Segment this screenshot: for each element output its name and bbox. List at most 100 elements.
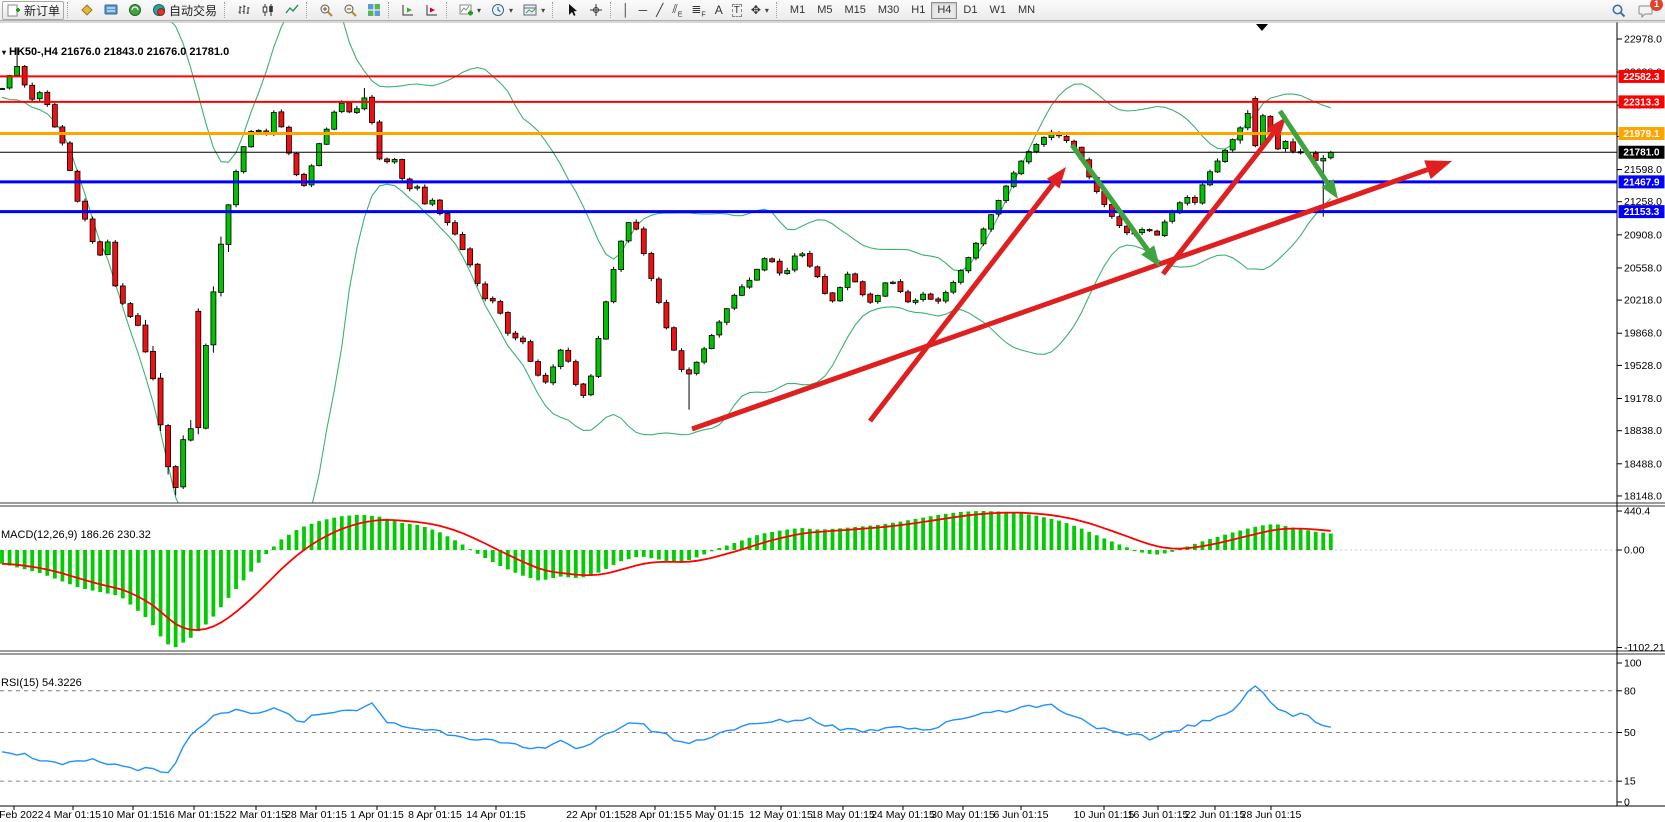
svg-text:14 Apr 01:15: 14 Apr 01:15 [466, 809, 526, 821]
svg-text:21153.3: 21153.3 [1624, 207, 1660, 218]
toolbar-separator [224, 2, 228, 18]
crosshair-icon [588, 3, 603, 18]
auto-scroll-button[interactable] [396, 1, 419, 20]
templates-icon [522, 3, 537, 18]
data-window-button[interactable] [99, 1, 122, 20]
svg-text:440.4: 440.4 [1624, 506, 1650, 518]
svg-text:18148.0: 18148.0 [1624, 490, 1662, 502]
timeframe-group: M1 M5 M15 M30 H1 H4 D1 W1 MN [784, 1, 1041, 19]
svg-text:-1102.21: -1102.21 [1624, 642, 1665, 654]
svg-text:22313.3: 22313.3 [1623, 97, 1660, 108]
notification-count-badge: 1 [1650, 0, 1663, 11]
vertical-line-button[interactable]: │ [618, 1, 634, 20]
chart-window: 22978.022628.022278.021948.021598.021258… [0, 21, 1665, 822]
indicators-button[interactable]: ▾ [454, 1, 485, 20]
navigator-button[interactable] [123, 1, 146, 20]
decline-1-arrow-head [1141, 245, 1160, 267]
symbol-title: ▾ HK50-,H4 21676.0 21843.0 21676.0 21781.… [2, 46, 229, 58]
candlestick-chart-button[interactable] [256, 1, 279, 20]
cursor-icon [564, 3, 579, 18]
uptrend-channel-arrow[interactable] [691, 167, 1429, 432]
toolbar-separator [306, 2, 310, 18]
indicator-axes: 440.4 0.00 -1102.21 100 80 50 15 0 [1617, 506, 1665, 809]
svg-text:28 Mar 01:15: 28 Mar 01:15 [285, 809, 347, 821]
tile-windows-button[interactable] [362, 1, 385, 20]
notifications-button[interactable]: 1 [1634, 0, 1663, 20]
toolbar-separator [446, 2, 450, 18]
uptrend-channel-arrow-head [1424, 160, 1452, 179]
timeframe-D1[interactable]: D1 [963, 4, 978, 16]
autotrading-button[interactable]: 自动交易 [147, 1, 221, 20]
svg-text:28 Feb 2022: 28 Feb 2022 [0, 809, 44, 821]
svg-text:21598.0: 21598.0 [1624, 164, 1662, 176]
svg-text:19178.0: 19178.0 [1624, 393, 1662, 405]
macd-pane [0, 510, 1617, 648]
svg-text:50: 50 [1624, 727, 1636, 739]
text-label-icon: T [731, 3, 742, 17]
crosshair-button[interactable] [584, 1, 607, 20]
toolbar-separator [67, 2, 71, 18]
svg-text:18 May 01:15: 18 May 01:15 [811, 809, 875, 821]
decline-1-arrow[interactable] [1069, 143, 1150, 252]
search-icon [1611, 3, 1626, 18]
text-label-button[interactable]: T [728, 1, 746, 20]
chart-canvas[interactable]: 22978.022628.022278.021948.021598.021258… [0, 21, 1665, 822]
templates-button[interactable]: ▾ [518, 1, 549, 20]
timeframe-M15[interactable]: M15 [844, 4, 866, 16]
timeframe-M30[interactable]: M30 [877, 4, 900, 16]
svg-text:15: 15 [1624, 776, 1636, 788]
svg-text:6 Jun 01:15: 6 Jun 01:15 [994, 809, 1049, 821]
vertical-line-icon: │ [622, 3, 630, 17]
trendline-button[interactable]: ╱ [652, 1, 667, 20]
search-button[interactable] [1607, 1, 1630, 20]
new-order-button[interactable]: 新订单 [2, 0, 65, 20]
text-button[interactable]: A [711, 1, 727, 20]
periods-button[interactable]: ▾ [486, 1, 517, 20]
clock-icon [490, 3, 505, 18]
svg-text:0: 0 [1624, 797, 1630, 809]
rally-1-arrow[interactable] [868, 182, 1056, 423]
rally-2-arrow[interactable] [1161, 131, 1276, 276]
chart-shift-icon [424, 3, 439, 18]
timeframe-MN[interactable]: MN [1017, 4, 1036, 16]
line-chart-button[interactable] [280, 1, 303, 20]
timeframe-M5[interactable]: M5 [817, 4, 833, 16]
timeframe-M1[interactable]: M1 [789, 4, 806, 16]
rally-1-arrow-head [1046, 167, 1066, 189]
fibonacci-button[interactable]: ≣F [687, 1, 709, 20]
horizontal-line-button[interactable]: ─ [635, 1, 652, 20]
chart-shift-marker-icon[interactable] [1256, 24, 1268, 31]
timeframe-H1[interactable]: H1 [911, 4, 926, 16]
autotrading-icon [151, 3, 166, 18]
zoom-in-button[interactable] [314, 1, 337, 20]
text-icon: A [714, 3, 723, 17]
timeframe-W1[interactable]: W1 [989, 4, 1006, 16]
svg-text:19528.0: 19528.0 [1624, 360, 1662, 372]
decline-2-arrow[interactable] [1277, 109, 1330, 185]
timeframe-H4[interactable]: H4 [931, 1, 958, 19]
svg-text:22582.3: 22582.3 [1623, 72, 1660, 83]
tile-windows-icon [366, 3, 381, 18]
svg-text:28 Jun 01:15: 28 Jun 01:15 [1241, 809, 1302, 821]
svg-text:10 Jun 01:15: 10 Jun 01:15 [1074, 809, 1135, 821]
line-chart-icon [284, 3, 299, 18]
svg-text:8 Apr 01:15: 8 Apr 01:15 [408, 809, 462, 821]
svg-text:22 Apr 01:15: 22 Apr 01:15 [566, 809, 626, 821]
zoom-out-icon [342, 3, 357, 18]
arrows-tool-button[interactable]: ✥ ▾ [747, 1, 773, 20]
svg-text:22 Jun 01:15: 22 Jun 01:15 [1185, 809, 1246, 821]
bar-chart-button[interactable] [232, 1, 255, 20]
decline-2-arrow-head [1321, 179, 1338, 199]
symbol-dropdown-icon[interactable]: ▾ [2, 48, 7, 57]
chart-shift-button[interactable] [420, 1, 443, 20]
indicators-icon [458, 3, 473, 18]
svg-text:19868.0: 19868.0 [1624, 328, 1662, 340]
equidistant-channel-button[interactable]: ⫽E [668, 1, 686, 20]
bollinger-bands [1, 22, 1332, 503]
candlestick-chart-icon [260, 3, 275, 18]
zoom-out-button[interactable] [338, 1, 361, 20]
market-watch-button[interactable] [75, 1, 98, 20]
svg-text:12 May 01:15: 12 May 01:15 [749, 809, 813, 821]
cursor-button[interactable] [560, 1, 583, 20]
new-order-icon [6, 3, 21, 18]
